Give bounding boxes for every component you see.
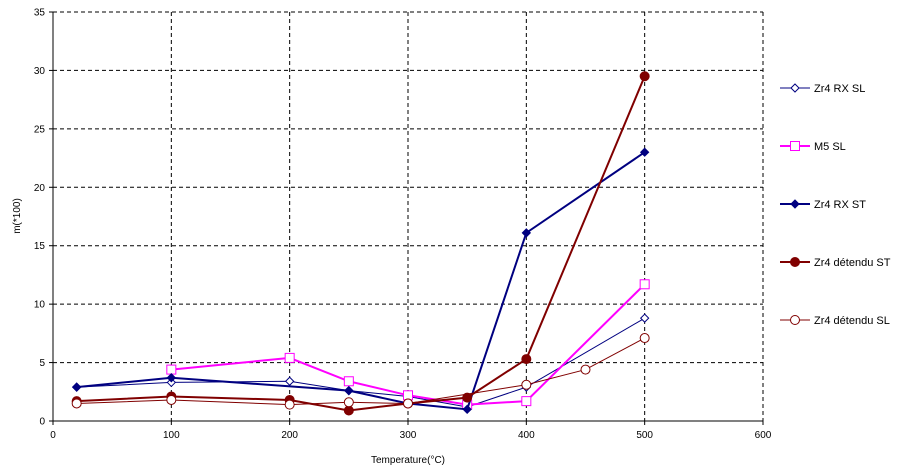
data-point: [71, 382, 82, 392]
legend-label: Zr4 détendu SL: [814, 315, 890, 327]
y-tick-label: 10: [34, 300, 46, 311]
legend-entry: M5 SL: [780, 141, 846, 153]
grid-lines: [53, 11, 764, 421]
data-point: [71, 398, 82, 409]
data-point: [521, 379, 532, 390]
y-axis-title: m(*100): [12, 198, 23, 234]
data-point: [521, 354, 532, 365]
data-point: [166, 394, 177, 405]
x-ticks: 0 100 200 300 400 500 600: [50, 421, 772, 441]
series-line: [76, 317, 645, 408]
legend-label: Zr4 détendu ST: [814, 257, 891, 269]
data-point: [462, 404, 472, 415]
legend-marker: [790, 141, 800, 151]
data-point: [166, 373, 177, 383]
legend-entry: Zr4 RX ST: [780, 199, 866, 211]
legend: Zr4 RX SL M5 SL Zr4 RX ST Zr4 détendu ST Zr4…: [780, 83, 891, 327]
x-tick-label: 600: [755, 430, 772, 441]
data-point: [166, 364, 177, 375]
legend-marker: [790, 257, 800, 267]
x-axis-title: Temperature(°C): [371, 455, 445, 466]
y-tick-label: 5: [39, 358, 45, 369]
data-point: [284, 399, 295, 410]
data-point: [403, 398, 413, 409]
data-point: [343, 376, 354, 387]
plot-area: 0 100 200 300 400 500 600 0 5 10 15 20 25 30 35: [34, 8, 772, 442]
y-tick-label: 25: [34, 124, 46, 135]
series-4: [71, 333, 650, 410]
legend-entry: Zr4 RX SL: [780, 83, 865, 95]
x-tick-label: 100: [163, 430, 180, 441]
legend-label: M5 SL: [814, 141, 846, 153]
legend-marker: [790, 199, 800, 209]
series-layer: [71, 71, 650, 416]
data-point: [639, 147, 650, 157]
data-point: [521, 396, 532, 407]
x-tick-label: 400: [518, 430, 535, 441]
x-tick-label: 300: [400, 430, 417, 441]
data-point: [284, 376, 295, 386]
data-point: [521, 228, 532, 238]
data-point: [639, 313, 650, 323]
data-point: [639, 279, 650, 290]
series-line: [76, 337, 645, 406]
x-tick-label: 500: [636, 430, 653, 441]
data-point: [580, 364, 591, 375]
y-tick-label: 35: [34, 8, 46, 19]
legend-entry: Zr4 détendu ST: [780, 257, 891, 269]
series-line: [76, 75, 646, 412]
x-tick-label: 0: [50, 430, 56, 441]
y-tick-label: 20: [34, 183, 46, 194]
x-tick-label: 200: [281, 430, 298, 441]
data-point: [284, 352, 295, 363]
data-point: [344, 385, 354, 396]
y-tick-label: 30: [34, 66, 46, 77]
legend-label: Zr4 RX SL: [814, 83, 865, 95]
legend-marker: [790, 315, 800, 325]
legend-marker: [790, 83, 800, 93]
legend-entry: Zr4 détendu SL: [780, 315, 890, 327]
y-tick-label: 15: [34, 241, 46, 252]
data-point: [343, 405, 354, 416]
data-point: [639, 333, 650, 344]
data-point: [639, 71, 650, 82]
data-point: [462, 392, 473, 403]
legend-label: Zr4 RX ST: [814, 199, 866, 211]
data-point: [343, 397, 354, 408]
y-tick-label: 0: [39, 417, 45, 428]
y-ticks: 0 5 10 15 20 25 30 35: [34, 8, 53, 428]
data-point: [403, 390, 413, 401]
